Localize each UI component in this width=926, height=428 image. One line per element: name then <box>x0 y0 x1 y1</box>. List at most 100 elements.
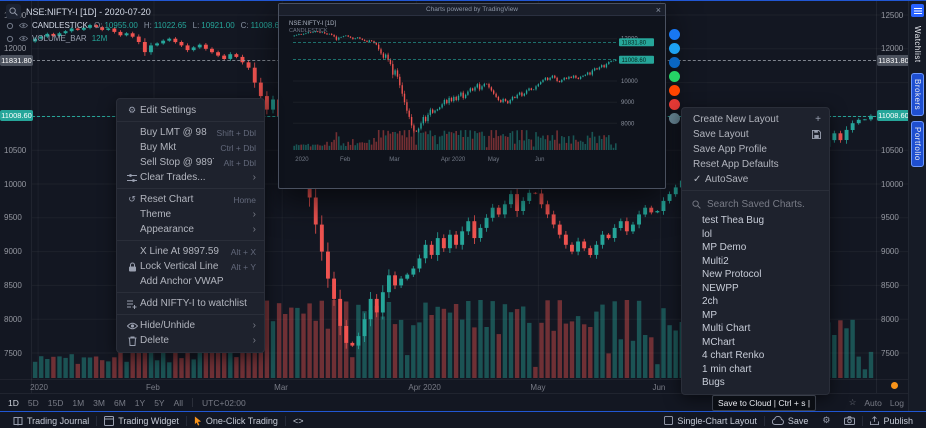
tab-portfolio[interactable]: Portfolio <box>911 120 924 167</box>
menu-item-buy-mkt[interactable]: Buy Mkt Ctrl + Dbl <box>117 140 264 155</box>
timeframe-5y[interactable]: 5Y <box>154 397 165 408</box>
code-button[interactable]: <> <box>286 412 311 428</box>
menu-item-delete[interactable]: Delete › <box>117 333 264 348</box>
chart-legend: NSE:NIFTY-I [1D] - 2020-07-20 CANDLESTIC… <box>6 4 283 45</box>
timeframe-all[interactable]: All <box>173 397 184 408</box>
single-chart-layout-button[interactable]: Single-Chart Layout <box>657 412 764 428</box>
menu-item-add-anchor-vwap[interactable]: Add Anchor VWAP <box>117 274 264 289</box>
saved-chart-item[interactable]: New Protocol <box>702 269 762 280</box>
saved-chart-item[interactable]: Multi Chart <box>702 323 751 334</box>
timeframe-1m[interactable]: 1M <box>72 397 85 408</box>
share-icon[interactable] <box>669 85 680 96</box>
menu-item-label: Create New Layout <box>693 114 779 125</box>
saved-charts-search-input[interactable] <box>707 198 817 210</box>
tab-watchlist[interactable]: Watchlist <box>913 26 922 63</box>
saved-chart-item[interactable]: 2ch <box>702 296 719 307</box>
saved-chart-item[interactable]: NEWPP <box>702 282 739 294</box>
publish-button[interactable]: Publish <box>863 412 920 428</box>
log-scale-button[interactable]: Log <box>889 397 904 408</box>
time-label: Mar <box>274 383 288 392</box>
eye-icon[interactable] <box>19 35 29 42</box>
menu-item-appearance[interactable]: Appearance › <box>117 222 264 237</box>
trading-journal-button[interactable]: Trading Journal <box>6 412 96 428</box>
button-label: Trading Journal <box>27 415 90 426</box>
menu-item-label: Clear Trades... <box>140 172 206 183</box>
high-value: 11022.65 <box>153 21 187 30</box>
menu-item-shortcut: Alt + Y <box>230 261 256 272</box>
low-value: 10921.00 <box>201 21 235 30</box>
saved-chart-item[interactable]: MP <box>702 309 717 321</box>
menu-item-lock-vertical-line[interactable]: Lock Vertical Line Alt + Y <box>117 259 264 274</box>
time-label: Apr 2020 <box>408 383 441 392</box>
share-icon[interactable] <box>669 71 680 82</box>
share-icon[interactable] <box>669 29 680 40</box>
saved-chart-item[interactable]: MP Demo <box>702 242 747 253</box>
save-button[interactable]: Save <box>765 412 816 428</box>
save-tooltip: Save to Cloud | Ctrl + s | <box>712 395 817 411</box>
submenu-arrow-icon: › <box>252 335 256 346</box>
one-click-trading-button[interactable]: One-Click Trading <box>187 412 285 428</box>
timeframe-1d[interactable]: 1D <box>8 397 19 408</box>
timeframe-3m[interactable]: 3M <box>93 397 105 408</box>
menu-item-reset-app-defaults[interactable]: Reset App Defaults <box>682 157 829 172</box>
timeframe-5d[interactable]: 5D <box>27 397 39 408</box>
star-icon[interactable]: ☆ <box>848 397 857 407</box>
auto-scale-button[interactable]: Auto <box>864 397 882 408</box>
saved-chart-item[interactable]: lol <box>702 228 713 240</box>
price-label: 12000 <box>4 44 27 54</box>
saved-chart-item[interactable]: Bugs <box>702 377 725 388</box>
menu-item-sell-stop[interactable]: Sell Stop @ 9897.59 Alt + Dbl <box>117 155 264 170</box>
saved-charts-search[interactable] <box>682 194 829 214</box>
menu-item-shortcut: Shift + Dbl <box>216 127 256 138</box>
tab-brokers[interactable]: Brokers <box>911 72 924 116</box>
price-axis-right[interactable]: 12500 12000 10500 10000 9500 9000 8500 8000 7500 <box>876 1 908 393</box>
timeframe-6m[interactable]: 6M <box>113 397 126 408</box>
price-label: 8500 <box>881 280 899 290</box>
low-label: L: <box>192 21 200 30</box>
menu-item-save-app-profile[interactable]: Save App Profile <box>682 142 829 157</box>
menu-item-create-new-layout[interactable]: Create New Layout + <box>682 112 829 127</box>
menu-item-edit-settings[interactable]: ⚙ Edit Settings <box>117 103 264 118</box>
eye-icon[interactable] <box>19 22 29 29</box>
timeframe-toolbar: 1D 5D 15D 1M 3M 6M 1Y 5Y All UTC+02:00 ☆… <box>0 393 926 411</box>
symbol-search-button[interactable] <box>6 4 21 19</box>
saved-chart-item[interactable]: test Thea Bug <box>702 215 765 226</box>
menu-item-x-line[interactable]: X Line At 9897.59 Alt + X <box>117 244 264 259</box>
share-icon[interactable] <box>669 57 680 68</box>
saved-chart-item[interactable]: 1 min chart <box>702 363 752 375</box>
saved-chart-item[interactable]: 4 chart Renko <box>702 350 765 361</box>
saved-chart-item[interactable]: Multi2 <box>702 255 729 267</box>
menu-item-add-to-watchlist[interactable]: Add NIFTY-I to watchlist <box>117 296 264 311</box>
share-icon[interactable] <box>669 99 680 110</box>
menu-item-autosave[interactable]: ✓ AutoSave <box>682 172 829 187</box>
gear-icon: ⚙ <box>127 105 137 115</box>
button-label: Publish <box>883 415 913 426</box>
menu-item-hide-unhide[interactable]: Hide/Unhide › <box>117 318 264 333</box>
panel-toggle-button[interactable] <box>911 4 924 17</box>
menu-item-reset-chart[interactable]: ↺ Reset Chart Home <box>117 192 264 207</box>
settings-button[interactable]: ⚙ <box>815 412 837 428</box>
share-icon[interactable] <box>669 43 680 54</box>
share-icon[interactable] <box>669 113 680 124</box>
saved-chart-item[interactable]: MChart <box>702 336 735 348</box>
menu-item-label: Appearance <box>140 224 194 235</box>
timezone-button[interactable]: UTC+02:00 <box>202 397 246 408</box>
menu-item-label: Sell Stop @ 9897.59 <box>140 157 214 168</box>
screenshot-button[interactable] <box>837 412 862 428</box>
time-axis[interactable]: 2020 Feb Mar Apr 2020 May Jun <box>0 379 908 393</box>
timeframe-15d[interactable]: 15D <box>47 397 64 408</box>
menu-item-buy-lmt[interactable]: Buy LMT @ 9897.59 Shift + Dbl <box>117 125 264 140</box>
menu-item-theme[interactable]: Theme › <box>117 207 264 222</box>
price-label: 9000 <box>4 247 22 257</box>
trading-widget-button[interactable]: Trading Widget <box>97 412 186 428</box>
menu-item-clear-trades[interactable]: Clear Trades... › <box>117 170 264 185</box>
gear-icon: ⚙ <box>822 415 831 425</box>
button-label: Single-Chart Layout <box>677 415 757 426</box>
footer-toolbar: Trading Journal Trading Widget One-Click… <box>0 411 926 428</box>
menu-item-save-layout[interactable]: Save Layout <box>682 127 829 142</box>
timeframe-1y[interactable]: 1Y <box>134 397 146 408</box>
price-label: 12000 <box>881 44 904 54</box>
close-icon[interactable]: × <box>655 5 661 15</box>
price-label: 8000 <box>4 314 22 324</box>
